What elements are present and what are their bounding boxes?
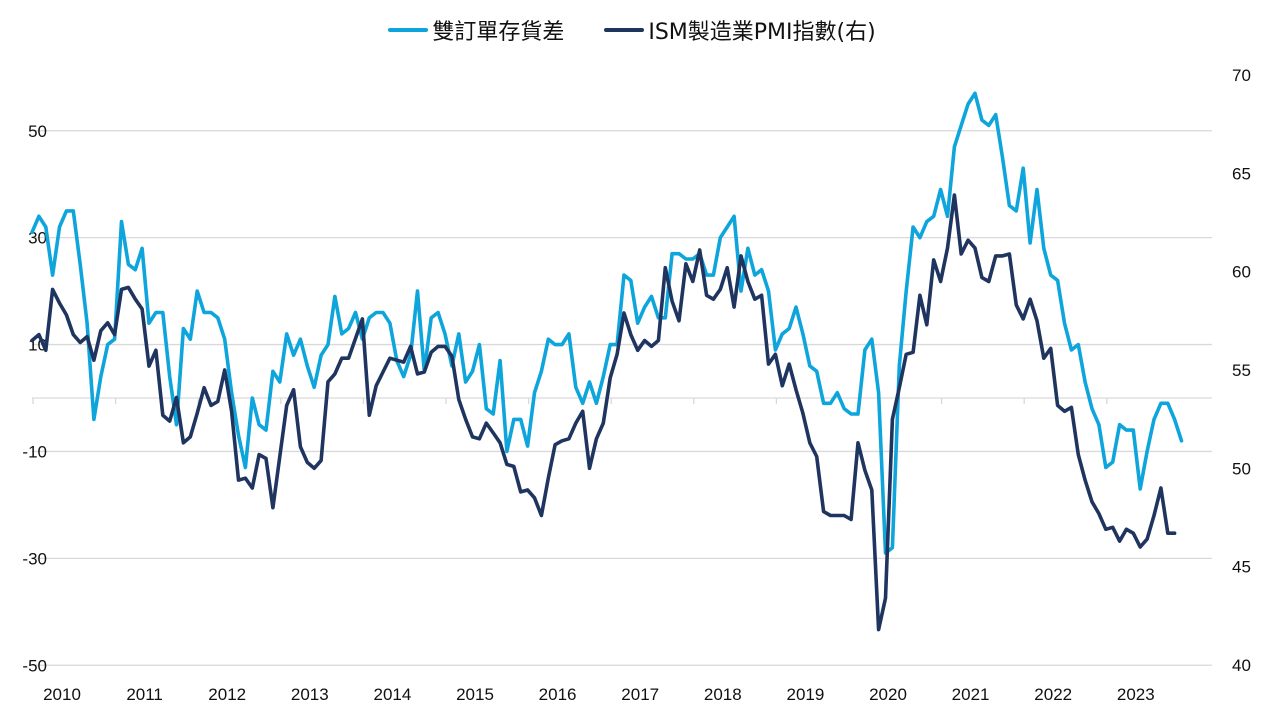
y-right-tick-label: 40 [1232,656,1251,675]
legend-swatch-inventory-gap [388,28,429,32]
legend-item-ism-pmi[interactable]: ISM製造業PMI指數(右) [604,14,876,46]
x-tick-label: 2010 [43,685,81,704]
y-right-tick-label: 50 [1232,459,1251,478]
y-right-tick-label: 65 [1232,164,1251,183]
x-tick-label: 2020 [869,685,907,704]
x-tick-label: 2017 [621,685,659,704]
y-right-tick-label: 60 [1232,263,1251,282]
y-right-tick-label: 70 [1232,66,1251,85]
series-line-ism-pmi [30,193,1177,632]
x-tick-label: 2018 [704,685,742,704]
y-left-tick-label: -10 [22,442,47,461]
series-line-inventory-gap [30,91,1184,555]
gridlines [32,130,1212,666]
y-axis-right: 70 65 60 55 50 45 40 [1232,66,1251,675]
x-tick-label: 2023 [1117,685,1155,704]
legend-label-inventory-gap: 雙訂單存貨差 [432,20,565,45]
y-left-tick-label: -30 [22,549,47,568]
series-lines [30,91,1184,632]
y-left-tick-label: 50 [28,122,47,141]
x-tick-label: 2013 [291,685,329,704]
x-tick-label: 2015 [456,685,494,704]
legend-label-ism-pmi: ISM製造業PMI指數(右) [648,20,876,45]
x-tick-label: 2012 [208,685,246,704]
legend-swatch-ism-pmi [604,28,645,32]
legend-item-inventory-gap[interactable]: 雙訂單存貨差 [388,14,564,46]
x-tick-label: 2016 [539,685,577,704]
x-tick-label: 2019 [786,685,824,704]
y-left-tick-label: -50 [22,656,47,675]
y-right-tick-label: 45 [1232,558,1251,577]
x-axis: 2010 2011 2012 2013 2014 2015 2016 2017 2018 2019… [32,397,1212,704]
x-tick-label: 2011 [126,685,163,704]
chart-legend: 雙訂單存貨差 ISM製造業PMI指數(右) [0,14,1264,46]
y-right-tick-label: 55 [1232,361,1251,380]
x-tick-label: 2014 [373,685,411,704]
x-tick-label: 2022 [1034,685,1072,704]
x-tick-label: 2021 [952,685,990,704]
